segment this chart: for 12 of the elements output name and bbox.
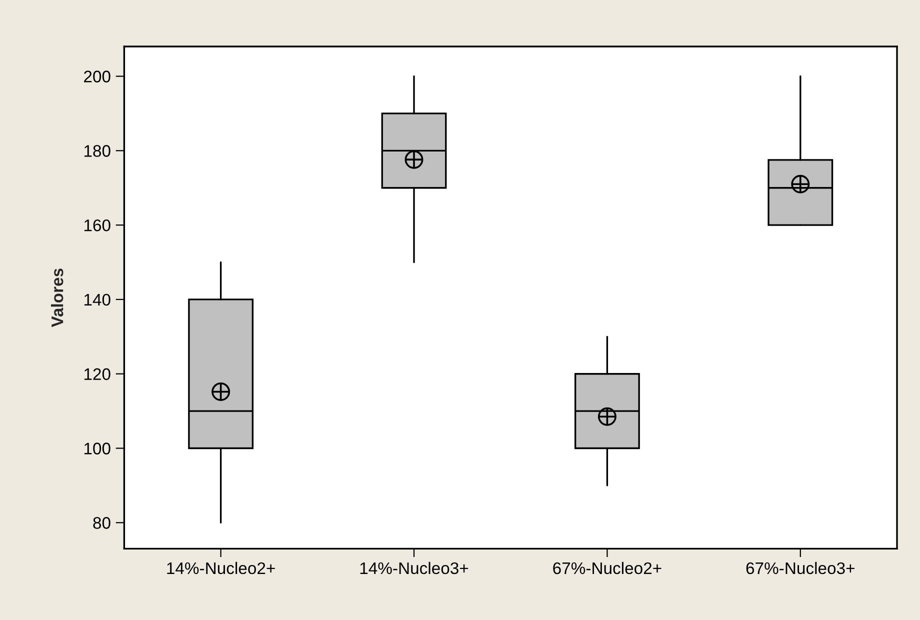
y-tick-label: 180 (84, 145, 110, 157)
y-tick-label: 160 (84, 219, 110, 232)
y-tick-label: 200 (84, 70, 110, 82)
y-tick-label: 140 (84, 294, 110, 306)
x-tick-label: 14%-Nucleo2+ (167, 562, 275, 574)
y-tick-label: 100 (84, 442, 110, 454)
y-tick-label: 120 (84, 368, 110, 380)
y-axis-title: Valores (51, 268, 64, 328)
x-tick-label: 67%-Nucleo3+ (746, 562, 854, 574)
x-tick-label: 67%-Nucleo2+ (553, 562, 662, 574)
y-tick-label: 80 (93, 517, 110, 529)
x-tick-label: 14%-Nucleo3+ (360, 562, 468, 574)
